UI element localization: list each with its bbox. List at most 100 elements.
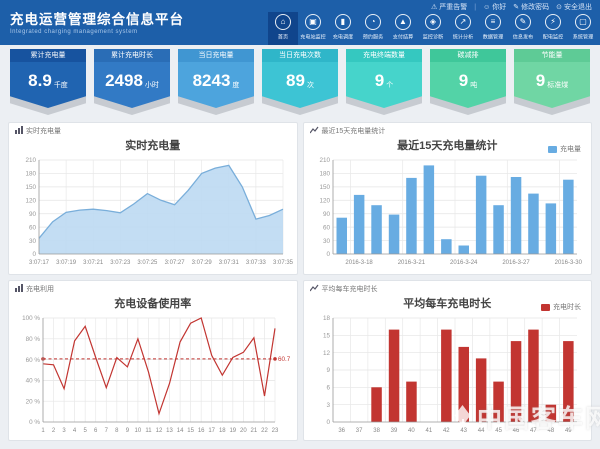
svg-text:23: 23	[271, 428, 278, 434]
svg-text:0: 0	[327, 419, 331, 426]
kpi-value: 8243	[192, 71, 231, 90]
nav-item-监控诊断[interactable]: ◈ 监控诊断	[418, 12, 448, 45]
util-logout[interactable]: ⊙ 安全退出	[556, 4, 592, 11]
panel-header-label: 最近15天充电量统计	[321, 128, 386, 135]
svg-text:2: 2	[52, 428, 56, 434]
svg-text:2016-3-24: 2016-3-24	[450, 260, 478, 266]
realtime-power-area-chart[interactable]: 0 30 60 90 120 150 180 210 3:07:17 3:07:19 3:07:21…	[13, 154, 293, 268]
svg-text:15: 15	[323, 333, 331, 340]
line-chart-icon	[309, 126, 319, 136]
pencil-square-icon: ✎	[515, 14, 531, 30]
svg-text:30: 30	[323, 238, 331, 245]
svg-text:46: 46	[513, 428, 520, 434]
util-user[interactable]: ☺ 你好	[483, 3, 507, 12]
svg-text:3:07:17: 3:07:17	[29, 260, 50, 266]
util-edit[interactable]: ✎ 修改密码	[513, 4, 550, 11]
edit-icon: ✎	[513, 4, 520, 11]
kpi-value: 9	[374, 71, 385, 90]
nav-item-配电监控[interactable]: ⚡ 配电监控	[538, 12, 568, 45]
line-chart-icon	[309, 284, 319, 294]
svg-text:7: 7	[104, 428, 108, 434]
svg-text:2016-3-30: 2016-3-30	[555, 260, 583, 266]
panel-header: 平均每车充电时长	[304, 281, 592, 294]
svg-text:49: 49	[565, 428, 572, 434]
svg-text:22: 22	[261, 428, 268, 434]
kpi-unit: 千度	[53, 81, 68, 89]
nav-item-信息发布[interactable]: ✎ 信息发布	[508, 12, 538, 45]
nav-item-数据管理[interactable]: ≡ 数据管理	[478, 12, 508, 45]
home-icon: ⌂	[275, 14, 291, 30]
diamond-icon: ◈	[425, 14, 441, 30]
nav-item-系统管理[interactable]: ▢ 系统管理	[568, 12, 598, 45]
svg-text:2016-3-21: 2016-3-21	[398, 260, 426, 266]
kpi-card-累计充电量: 累计充电量 8.9 千度	[10, 49, 86, 117]
nav-item-预约服务[interactable]: ◔ 预约服务	[358, 12, 388, 45]
svg-text:20 %: 20 %	[25, 398, 40, 405]
daily-energy-bar-chart[interactable]: 0 30 60 90 120 150 180 210 2016-3-18 2016-3-21 201…	[307, 154, 587, 268]
legend-charge-amount[interactable]: 充电量	[548, 144, 581, 154]
nav-item-支付结算[interactable]: ▲ 支付结算	[388, 12, 418, 45]
nav-item-统计分析[interactable]: ↗ 统计分析	[448, 12, 478, 45]
chart-title: 充电设备使用率	[114, 298, 192, 310]
nav-item-首页[interactable]: ⌂ 首页	[268, 12, 298, 45]
svg-text:3:07:23: 3:07:23	[110, 260, 131, 266]
svg-text:18: 18	[219, 428, 226, 434]
kpi-label: 碳减排	[430, 49, 506, 62]
svg-text:14: 14	[177, 428, 184, 434]
svg-text:60: 60	[323, 224, 331, 231]
svg-text:45: 45	[496, 428, 503, 434]
kpi-unit: 次	[306, 81, 314, 89]
chart-title: 最近15天充电量统计	[397, 140, 498, 152]
kpi-label: 充电终端数量	[346, 49, 422, 62]
kpi-label: 当日充电量	[178, 49, 254, 62]
util-alarm[interactable]: ⚠ 严重告警	[430, 4, 468, 11]
station-monitor-icon: ▣	[305, 14, 321, 30]
nav-item-充电调度[interactable]: ▮ 充电调度	[328, 12, 358, 45]
kpi-value: 9	[535, 71, 546, 90]
svg-text:60.7: 60.7	[278, 356, 291, 363]
svg-text:3:07:29: 3:07:29	[191, 260, 212, 266]
kpi-card-当日充电量: 当日充电量 8243 度	[178, 49, 254, 117]
bar-chart-icon	[15, 126, 23, 136]
kpi-row: 累计充电量 8.9 千度 累计充电时长 2498 小时 当日充电量 8243 度 当日充电次数 89…	[0, 45, 600, 117]
list-icon: ≡	[485, 14, 501, 30]
svg-text:12: 12	[323, 350, 331, 357]
panel-header-label: 实时充电量	[26, 128, 61, 135]
logout-icon: ⊙	[556, 4, 562, 11]
kpi-card-节能量: 节能量 9 标准煤	[514, 49, 590, 117]
svg-text:18: 18	[323, 315, 331, 322]
svg-text:180: 180	[25, 171, 36, 178]
chart-title: 实时充电量	[125, 140, 181, 152]
svg-text:30: 30	[29, 238, 37, 245]
svg-text:180: 180	[320, 171, 331, 178]
legend-charge-duration[interactable]: 充电时长	[541, 302, 581, 312]
svg-text:3:07:27: 3:07:27	[164, 260, 185, 266]
warning-icon: ▲	[395, 14, 411, 30]
svg-text:120: 120	[25, 197, 36, 204]
svg-text:12: 12	[155, 428, 162, 434]
kpi-card-当日充电次数: 当日充电次数 89 次	[262, 49, 338, 117]
svg-text:11: 11	[145, 428, 152, 434]
svg-text:3:07:35: 3:07:35	[273, 260, 293, 266]
kpi-unit: 个	[386, 81, 394, 89]
legend-swatch	[541, 303, 550, 311]
svg-text:41: 41	[426, 428, 433, 434]
kpi-value: 9	[458, 71, 469, 90]
svg-text:2016-3-18: 2016-3-18	[346, 260, 374, 266]
svg-text:17: 17	[208, 428, 215, 434]
usage-rate-line-chart[interactable]: 0 %20 %40 %60 %80 %100 %60.71 2 3 4 5 6 7 8 9 10 1…	[13, 312, 293, 436]
legend-swatch	[548, 145, 557, 153]
svg-text:16: 16	[198, 428, 205, 434]
legend-label: 充电量	[560, 146, 581, 153]
svg-text:80 %: 80 %	[25, 336, 40, 343]
svg-text:3:07:19: 3:07:19	[56, 260, 77, 266]
svg-text:8: 8	[115, 428, 119, 434]
main-nav: ⌂ 首页 ▣ 充电站监控 ▮ 充电调度 ◔ 预约服务 ▲ 支付结算 ◈ 监控诊断 ↗ 统计分析 ≡ 数据管理 ✎…	[268, 12, 600, 45]
nav-item-充电站监控[interactable]: ▣ 充电站监控	[298, 12, 328, 45]
kpi-card-充电终端数量: 充电终端数量 9 个	[346, 49, 422, 117]
charts-grid: 实时充电量 实时充电量 0 30 60 90 120 150 180 210 3:07:17 3:…	[0, 117, 600, 441]
svg-text:3:07:33: 3:07:33	[246, 260, 267, 266]
svg-text:40 %: 40 %	[25, 378, 40, 385]
kpi-unit: 吨	[470, 81, 478, 89]
